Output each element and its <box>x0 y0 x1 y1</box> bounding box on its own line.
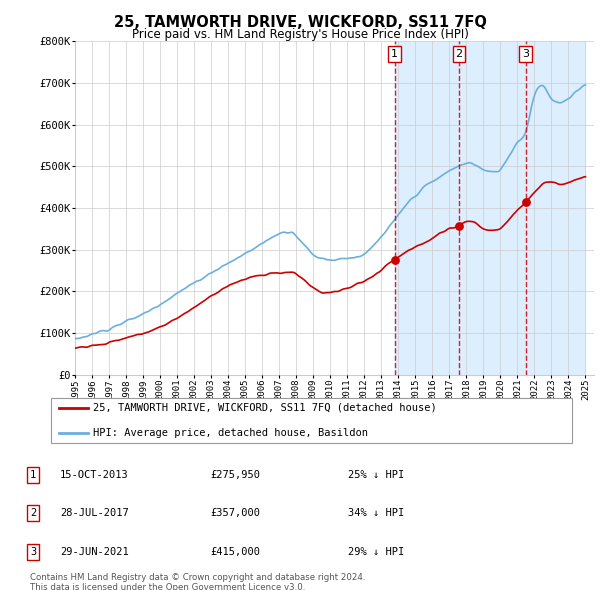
Text: 25, TAMWORTH DRIVE, WICKFORD, SS11 7FQ (detached house): 25, TAMWORTH DRIVE, WICKFORD, SS11 7FQ (… <box>93 403 437 413</box>
Text: 25% ↓ HPI: 25% ↓ HPI <box>348 470 404 480</box>
Text: £415,000: £415,000 <box>210 547 260 556</box>
Text: 3: 3 <box>522 49 529 59</box>
Text: 28-JUL-2017: 28-JUL-2017 <box>60 509 129 518</box>
Text: 1: 1 <box>391 49 398 59</box>
Text: 15-OCT-2013: 15-OCT-2013 <box>60 470 129 480</box>
Text: Price paid vs. HM Land Registry's House Price Index (HPI): Price paid vs. HM Land Registry's House … <box>131 28 469 41</box>
Point <box>390 255 400 264</box>
Text: 25, TAMWORTH DRIVE, WICKFORD, SS11 7FQ: 25, TAMWORTH DRIVE, WICKFORD, SS11 7FQ <box>113 15 487 30</box>
Text: This data is licensed under the Open Government Licence v3.0.: This data is licensed under the Open Gov… <box>30 583 305 590</box>
Point <box>521 197 530 206</box>
Text: 3: 3 <box>30 547 36 556</box>
Text: 29% ↓ HPI: 29% ↓ HPI <box>348 547 404 556</box>
Text: 1: 1 <box>30 470 36 480</box>
Text: 2: 2 <box>30 509 36 518</box>
Text: £275,950: £275,950 <box>210 470 260 480</box>
Text: Contains HM Land Registry data © Crown copyright and database right 2024.: Contains HM Land Registry data © Crown c… <box>30 573 365 582</box>
Text: 2: 2 <box>455 49 463 59</box>
Text: £357,000: £357,000 <box>210 509 260 518</box>
Text: HPI: Average price, detached house, Basildon: HPI: Average price, detached house, Basi… <box>93 428 368 438</box>
FancyBboxPatch shape <box>50 398 572 443</box>
Text: 29-JUN-2021: 29-JUN-2021 <box>60 547 129 556</box>
Text: 34% ↓ HPI: 34% ↓ HPI <box>348 509 404 518</box>
Point <box>454 221 464 231</box>
